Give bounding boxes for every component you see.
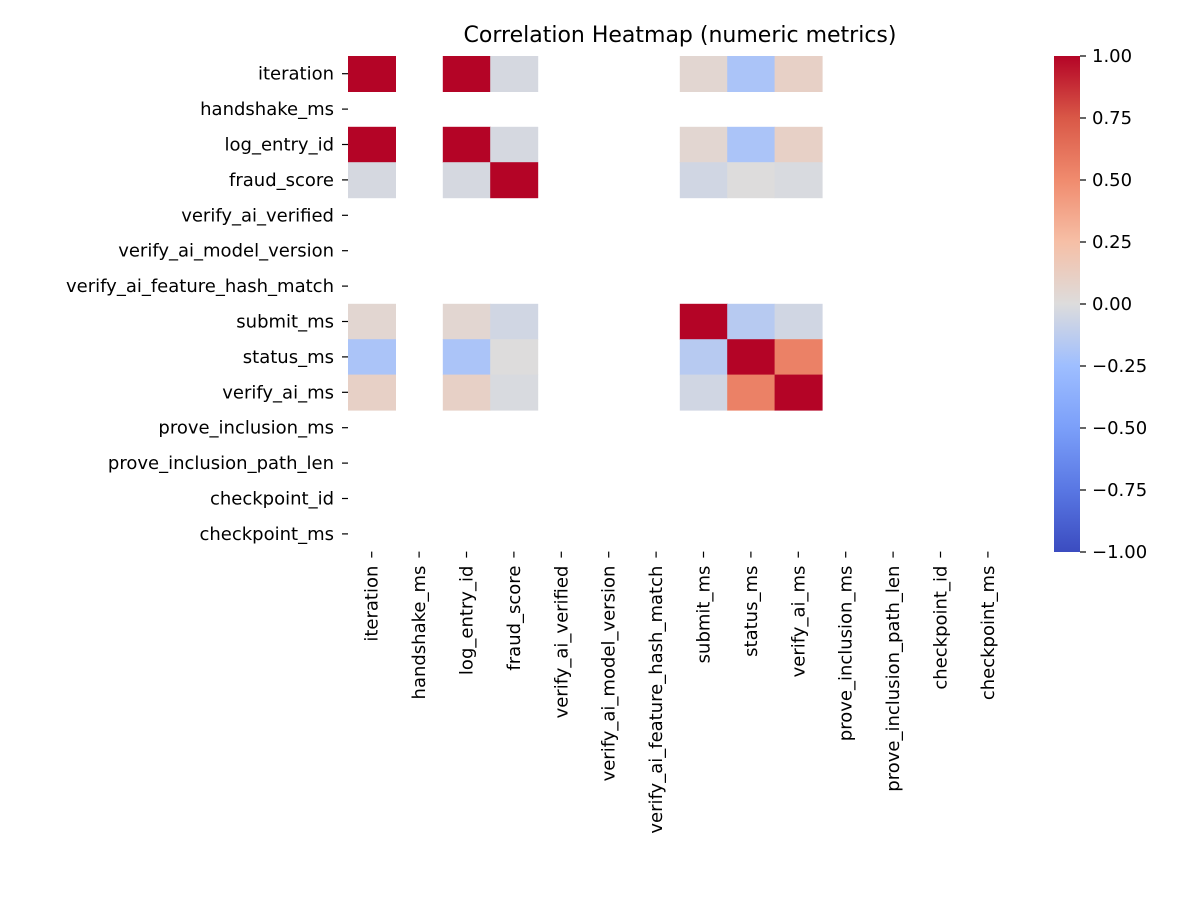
heatmap-cell bbox=[774, 56, 823, 92]
y-tick-label: prove_inclusion_path_len bbox=[108, 453, 334, 474]
colorbar-ticks: 1.00 0.75 0.50 0.25 0.00 −0.25 −0.50 −0.75 −1.00 bbox=[1080, 46, 1147, 563]
heatmap-cell bbox=[727, 374, 776, 411]
heatmap-cell bbox=[348, 162, 396, 199]
heatmap-cell bbox=[774, 162, 823, 199]
x-tick-label: handshake_ms bbox=[409, 566, 430, 700]
colorbar-tick-label: 0.25 bbox=[1092, 232, 1132, 253]
heatmap-cell bbox=[442, 126, 491, 163]
heatmap-cell bbox=[442, 303, 491, 340]
y-tick-label: checkpoint_ms bbox=[199, 524, 334, 545]
colorbar-tick-label: −0.75 bbox=[1092, 480, 1147, 501]
heatmap-cell bbox=[679, 374, 728, 411]
y-tick-label: prove_inclusion_ms bbox=[158, 418, 334, 439]
heatmap-cell bbox=[490, 56, 539, 92]
y-tick-label: checkpoint_id bbox=[210, 489, 334, 510]
colorbar-tick-label: 0.00 bbox=[1092, 294, 1132, 315]
heatmap-cell bbox=[774, 126, 823, 163]
heatmap-cell bbox=[727, 339, 776, 376]
y-axis: iteration handshake_ms log_entry_id fraud_s… bbox=[66, 64, 348, 545]
colorbar-gradient bbox=[1054, 56, 1080, 552]
colorbar-tick-label: 0.50 bbox=[1092, 170, 1132, 191]
x-tick-label: checkpoint_id bbox=[931, 566, 952, 690]
heatmap-cell bbox=[442, 56, 491, 92]
colorbar-tick-label: −0.25 bbox=[1092, 356, 1147, 377]
heatmap-cell bbox=[348, 339, 396, 376]
y-tick-label: fraud_score bbox=[229, 170, 334, 191]
x-tick-label: iteration bbox=[362, 566, 383, 642]
colorbar-tick-label: 1.00 bbox=[1092, 46, 1132, 67]
heatmap-cell bbox=[774, 374, 823, 411]
heatmap-cell bbox=[442, 374, 491, 411]
x-tick-label: submit_ms bbox=[694, 566, 715, 664]
x-tick-label: verify_ai_feature_hash_match bbox=[646, 566, 667, 834]
heatmap-cell bbox=[679, 56, 728, 92]
y-tick-label: verify_ai_verified bbox=[181, 205, 334, 226]
heatmap-cell bbox=[774, 303, 823, 340]
heatmap-cell bbox=[348, 303, 396, 340]
x-tick-label: checkpoint_ms bbox=[978, 566, 999, 701]
y-tick-label: submit_ms bbox=[236, 312, 334, 333]
heatmap-cell bbox=[727, 126, 776, 163]
heatmap-cell bbox=[348, 374, 396, 411]
colorbar-tick-label: 0.75 bbox=[1092, 108, 1132, 129]
heatmap-cell bbox=[727, 56, 776, 92]
x-tick-label: verify_ai_model_version bbox=[599, 566, 620, 782]
y-tick-label: log_entry_id bbox=[225, 135, 334, 156]
heatmap-cell bbox=[679, 339, 728, 376]
x-axis: iteration handshake_ms log_entry_id fraud_s… bbox=[362, 551, 999, 834]
heatmap-cell bbox=[774, 339, 823, 376]
x-tick-label: verify_ai_ms bbox=[788, 566, 809, 678]
heatmap-cell bbox=[679, 126, 728, 163]
y-tick-label: verify_ai_model_version bbox=[118, 241, 334, 262]
heatmap-cell bbox=[490, 126, 539, 163]
y-tick-label: status_ms bbox=[243, 347, 334, 368]
colorbar-tick-label: −0.50 bbox=[1092, 418, 1147, 439]
heatmap-cell bbox=[348, 126, 396, 163]
heatmap-cell bbox=[727, 162, 776, 199]
heatmap-cell bbox=[348, 56, 396, 92]
x-tick-label: fraud_score bbox=[504, 566, 525, 671]
heatmap-cell bbox=[442, 339, 491, 376]
y-tick-label: verify_ai_ms bbox=[222, 382, 334, 403]
heatmap-cell bbox=[490, 339, 539, 376]
heatmap-cells bbox=[348, 56, 823, 411]
x-tick-label: log_entry_id bbox=[457, 566, 478, 675]
heatmap-cell bbox=[490, 303, 539, 340]
heatmap-cell bbox=[727, 303, 776, 340]
x-tick-label: prove_inclusion_path_len bbox=[883, 566, 904, 792]
heatmap-cell bbox=[679, 162, 728, 199]
y-tick-label: iteration bbox=[258, 64, 334, 85]
x-tick-label: status_ms bbox=[741, 566, 762, 657]
x-tick-label: verify_ai_verified bbox=[551, 566, 572, 719]
heatmap-cell bbox=[442, 162, 491, 199]
chart-title: Correlation Heatmap (numeric metrics) bbox=[464, 23, 897, 48]
heatmap-cell bbox=[679, 303, 728, 340]
colorbar-tick-label: −1.00 bbox=[1092, 542, 1147, 563]
heatmap-cell bbox=[490, 374, 539, 411]
heatmap-cell bbox=[490, 162, 539, 199]
x-tick-label: prove_inclusion_ms bbox=[836, 566, 857, 742]
y-tick-label: handshake_ms bbox=[200, 99, 334, 120]
y-tick-label: verify_ai_feature_hash_match bbox=[66, 276, 334, 297]
colorbar: 1.00 0.75 0.50 0.25 0.00 −0.25 −0.50 −0.75 −1.00 bbox=[1054, 46, 1147, 563]
